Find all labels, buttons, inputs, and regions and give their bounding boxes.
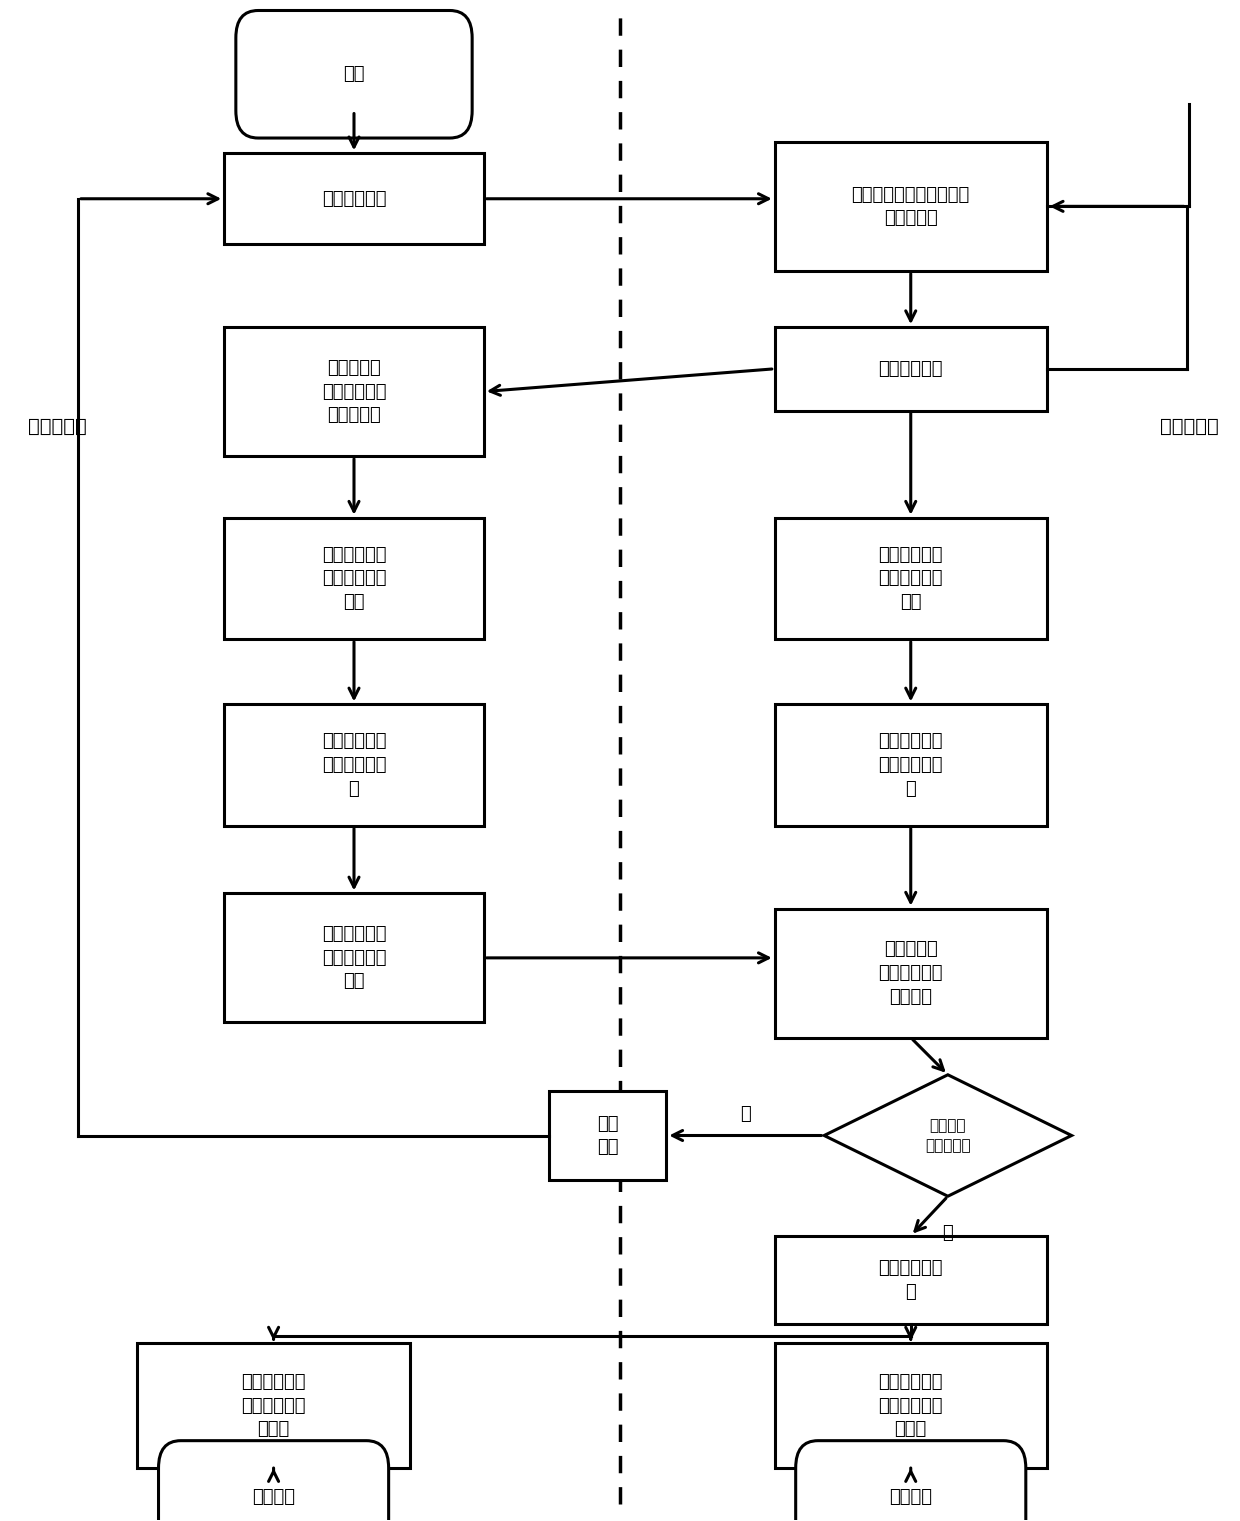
Text: 密钥过期: 密钥过期	[252, 1488, 295, 1506]
Text: 根据信道特征
参数生成码本
号: 根据信道特征 参数生成码本 号	[878, 733, 942, 797]
Text: 告知码本号一
致: 告知码本号一 致	[878, 1259, 942, 1300]
Text: 请求
重发: 请求 重发	[596, 1115, 619, 1156]
Text: 根据信道响应
获得信道特征
参数: 根据信道响应 获得信道特征 参数	[321, 546, 386, 611]
Text: 通信接受方: 通信接受方	[1159, 417, 1219, 437]
FancyBboxPatch shape	[224, 893, 484, 1022]
Text: 根据信道响应
获得信道特征
参数: 根据信道响应 获得信道特征 参数	[878, 546, 942, 611]
Text: 否: 否	[740, 1106, 750, 1124]
Text: 发送导频信号: 发送导频信号	[321, 190, 386, 208]
Text: 开始: 开始	[343, 65, 365, 84]
FancyBboxPatch shape	[775, 517, 1047, 639]
FancyBboxPatch shape	[775, 141, 1047, 271]
FancyBboxPatch shape	[138, 1343, 409, 1468]
FancyBboxPatch shape	[159, 1440, 388, 1521]
Text: 根据信道特征
参数生成码本
号: 根据信道特征 参数生成码本 号	[321, 733, 386, 797]
FancyBboxPatch shape	[224, 517, 484, 639]
FancyBboxPatch shape	[224, 154, 484, 245]
Text: 通信发起方: 通信发起方	[27, 417, 87, 437]
Text: 发送导频信号: 发送导频信号	[878, 360, 942, 377]
FancyBboxPatch shape	[549, 1092, 666, 1179]
Text: 接收导频信号，解相关获
得信道响应: 接收导频信号，解相关获 得信道响应	[852, 186, 970, 227]
FancyBboxPatch shape	[775, 704, 1047, 826]
FancyBboxPatch shape	[775, 908, 1047, 1037]
FancyBboxPatch shape	[224, 327, 484, 456]
Text: 根据码本号生
成校验信息并
发送: 根据码本号生 成校验信息并 发送	[321, 925, 386, 990]
Text: 由码本号查找
码本获得密钥
并使用: 由码本号查找 码本获得密钥 并使用	[242, 1373, 306, 1439]
Text: 判断码本
号是否一致: 判断码本 号是否一致	[925, 1118, 971, 1153]
FancyBboxPatch shape	[775, 327, 1047, 411]
FancyBboxPatch shape	[236, 11, 472, 138]
Text: 由码本号查找
码本获得密钥
并使用: 由码本号查找 码本获得密钥 并使用	[878, 1373, 942, 1439]
FancyBboxPatch shape	[775, 1235, 1047, 1323]
Text: 是: 是	[942, 1223, 954, 1241]
FancyBboxPatch shape	[775, 1343, 1047, 1468]
FancyBboxPatch shape	[796, 1440, 1025, 1521]
Text: 密钥过期: 密钥过期	[889, 1488, 932, 1506]
FancyBboxPatch shape	[224, 704, 484, 826]
Text: 接收导频信
号，解相关获
得信道响应: 接收导频信 号，解相关获 得信道响应	[321, 359, 386, 424]
Polygon shape	[825, 1075, 1071, 1196]
Text: 接收校验信
息，与本地码
本号比对: 接收校验信 息，与本地码 本号比对	[878, 940, 942, 1005]
